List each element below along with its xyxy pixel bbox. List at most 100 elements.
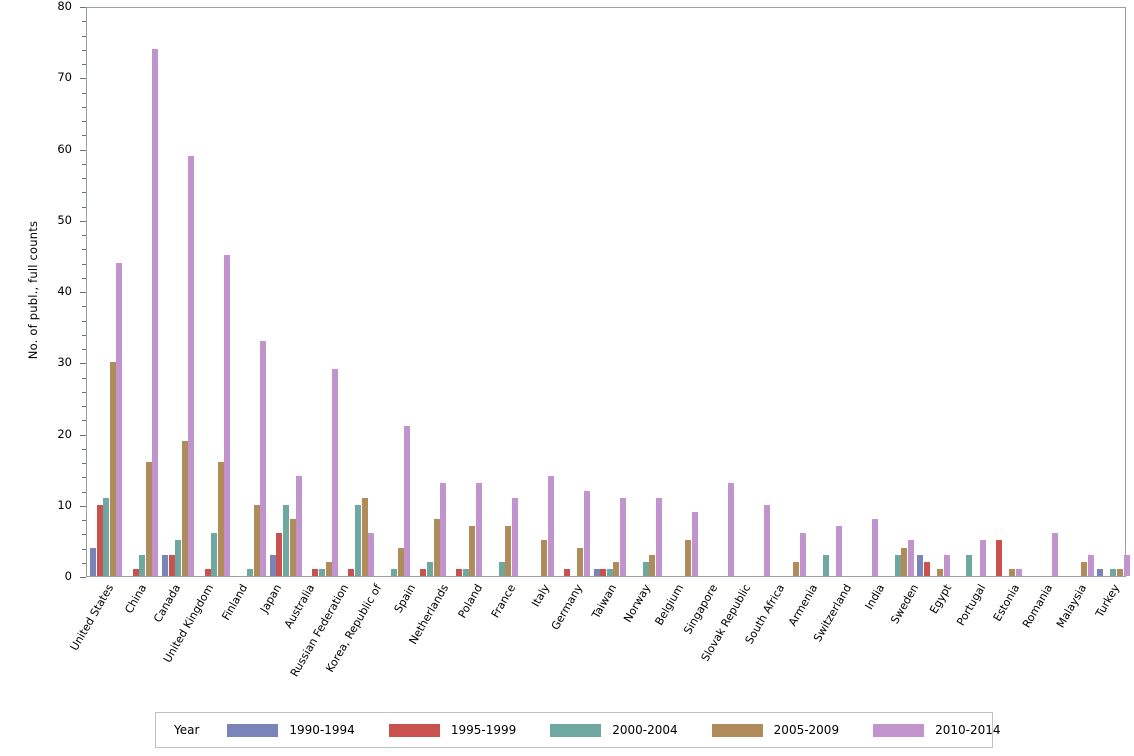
legend-swatch bbox=[388, 723, 440, 737]
bar-group bbox=[698, 8, 734, 576]
x-axis-label-text: Canada bbox=[150, 582, 184, 625]
bar bbox=[995, 540, 1002, 576]
bar bbox=[440, 483, 447, 576]
legend-item[interactable]: 2000-2004 bbox=[550, 723, 678, 737]
bar bbox=[139, 554, 146, 576]
tick-mark bbox=[82, 477, 86, 479]
tick-mark bbox=[82, 178, 86, 179]
bar-group bbox=[519, 8, 555, 576]
tick-mark bbox=[82, 448, 86, 450]
bar-group bbox=[447, 8, 483, 576]
x-axis-label-text: China bbox=[122, 582, 150, 616]
bar bbox=[420, 568, 427, 576]
bar bbox=[433, 519, 440, 576]
bar bbox=[548, 476, 554, 576]
bar bbox=[1009, 568, 1015, 576]
bar bbox=[763, 504, 770, 576]
y-axis-tick-label: 20 bbox=[57, 426, 72, 441]
tick-mark bbox=[82, 106, 86, 108]
bar-group bbox=[878, 8, 914, 576]
bar bbox=[161, 554, 168, 576]
bar bbox=[577, 547, 584, 576]
bar bbox=[655, 497, 662, 576]
bar-group bbox=[195, 8, 231, 576]
bar bbox=[691, 511, 698, 576]
tick-mark bbox=[82, 192, 86, 194]
bar bbox=[512, 497, 519, 576]
tick-mark bbox=[82, 21, 86, 23]
tick-mark bbox=[80, 149, 86, 151]
bar-group bbox=[734, 8, 770, 576]
tick-mark bbox=[80, 292, 86, 293]
bar bbox=[613, 561, 620, 576]
bar bbox=[145, 462, 152, 576]
bar bbox=[368, 533, 375, 576]
tick-mark bbox=[82, 277, 86, 279]
bar bbox=[325, 561, 332, 576]
bar bbox=[260, 340, 267, 576]
bar bbox=[937, 568, 944, 576]
legend-swatch bbox=[227, 723, 279, 737]
bar bbox=[96, 504, 103, 576]
tick-mark bbox=[80, 434, 86, 436]
y-axis-tick-label: 30 bbox=[57, 355, 72, 370]
bar bbox=[224, 255, 231, 576]
tick-mark bbox=[80, 577, 86, 578]
bar bbox=[1116, 568, 1123, 576]
bar bbox=[204, 568, 211, 576]
legend: Year 1990-1994 1995-1999 2000-2004 2005-200… bbox=[155, 712, 1001, 748]
bar bbox=[649, 554, 656, 576]
x-axis-label-text: Italy bbox=[528, 582, 553, 610]
legend-label: 1990-1994 bbox=[289, 723, 355, 737]
bar-group bbox=[231, 8, 267, 576]
bar bbox=[619, 497, 626, 576]
bar-group bbox=[1130, 8, 1134, 576]
bar-group bbox=[591, 8, 627, 576]
bar-group bbox=[842, 8, 878, 576]
bar bbox=[289, 519, 296, 576]
tick-mark bbox=[82, 121, 86, 122]
legend-swatch bbox=[873, 723, 925, 737]
legend-item[interactable]: 1995-1999 bbox=[388, 723, 516, 737]
tick-mark bbox=[80, 220, 86, 222]
bar bbox=[181, 440, 188, 576]
legend-label: 2005-2009 bbox=[773, 723, 840, 737]
bar bbox=[312, 568, 319, 576]
bar bbox=[583, 490, 590, 576]
tick-mark bbox=[82, 35, 86, 37]
tick-mark bbox=[80, 7, 86, 8]
legend-items: 1990-1994 1995-1999 2000-2004 2005-2009 2010… bbox=[227, 723, 1034, 737]
tick-mark bbox=[82, 406, 86, 407]
tick-mark bbox=[80, 363, 86, 365]
tick-mark bbox=[82, 520, 86, 521]
x-axis-label-text: Taiwan bbox=[589, 582, 620, 621]
tick-mark bbox=[82, 206, 86, 208]
tick-mark bbox=[82, 49, 86, 51]
bar bbox=[727, 483, 734, 576]
legend-item[interactable]: 1990-1994 bbox=[227, 723, 355, 737]
legend-item[interactable]: 2010-2014 bbox=[873, 723, 1001, 737]
bar bbox=[541, 540, 548, 576]
bar bbox=[907, 540, 914, 576]
bar-group bbox=[1058, 8, 1094, 576]
bar-group bbox=[411, 8, 447, 576]
x-axis-label-text: France bbox=[489, 582, 519, 621]
bar bbox=[361, 497, 368, 576]
x-axis-label-text: India bbox=[862, 582, 888, 612]
bar-group bbox=[1094, 8, 1130, 576]
y-axis-tick-label: 0 bbox=[64, 569, 72, 583]
bar-group bbox=[1022, 8, 1058, 576]
bar bbox=[462, 568, 469, 576]
tick-mark bbox=[82, 491, 86, 493]
bar-group bbox=[806, 8, 842, 576]
bar bbox=[600, 568, 607, 576]
x-axis-label-text: Malaysia bbox=[1053, 582, 1089, 631]
x-axis-label-text: Romania bbox=[1020, 582, 1056, 631]
bar bbox=[799, 533, 806, 576]
bar bbox=[211, 533, 218, 576]
x-axis-label-text: Spain bbox=[391, 582, 418, 616]
legend-item[interactable]: 2005-2009 bbox=[711, 723, 840, 737]
bar bbox=[109, 362, 116, 576]
bar bbox=[685, 540, 692, 576]
bar bbox=[1123, 554, 1130, 576]
